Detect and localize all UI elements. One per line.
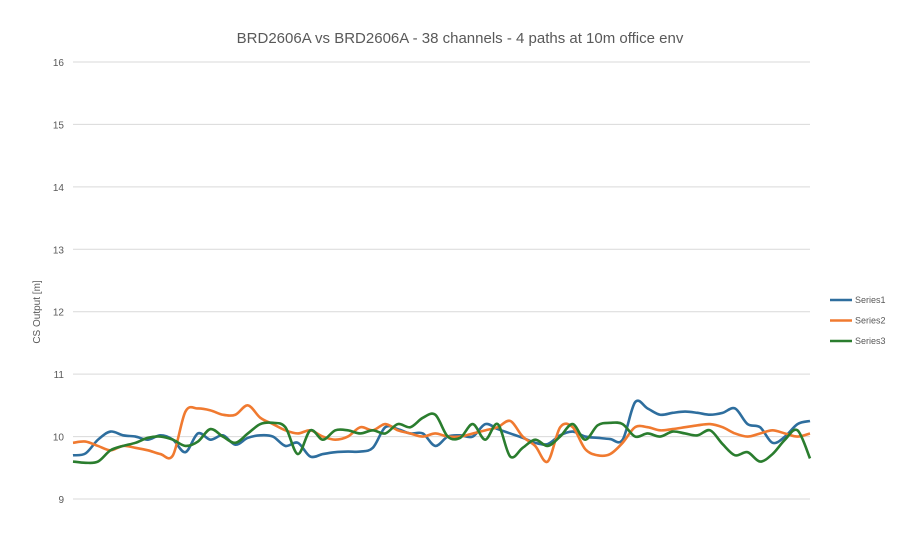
series-line-series3 <box>72 412 812 465</box>
series-line-series2 <box>72 404 811 464</box>
chart-title: BRD2606A vs BRD2606A - 38 channels - 4 p… <box>237 30 684 47</box>
y-tick-label: 10 <box>53 433 65 444</box>
y-tick-label: 16 <box>53 58 65 69</box>
series-line-series1 <box>72 399 811 459</box>
y-axis-label: CS Output [m] <box>32 280 43 344</box>
y-tick-label: 15 <box>53 120 65 131</box>
y-tick-label: 14 <box>53 183 65 194</box>
y-tick-label: 12 <box>53 308 65 319</box>
y-tick-label: 11 <box>54 370 65 381</box>
legend-label: Series3 <box>855 336 886 346</box>
y-tick-label: 9 <box>58 495 64 506</box>
legend-label: Series1 <box>855 295 886 305</box>
y-tick-label: 13 <box>53 245 65 256</box>
legend-label: Series2 <box>855 316 886 326</box>
